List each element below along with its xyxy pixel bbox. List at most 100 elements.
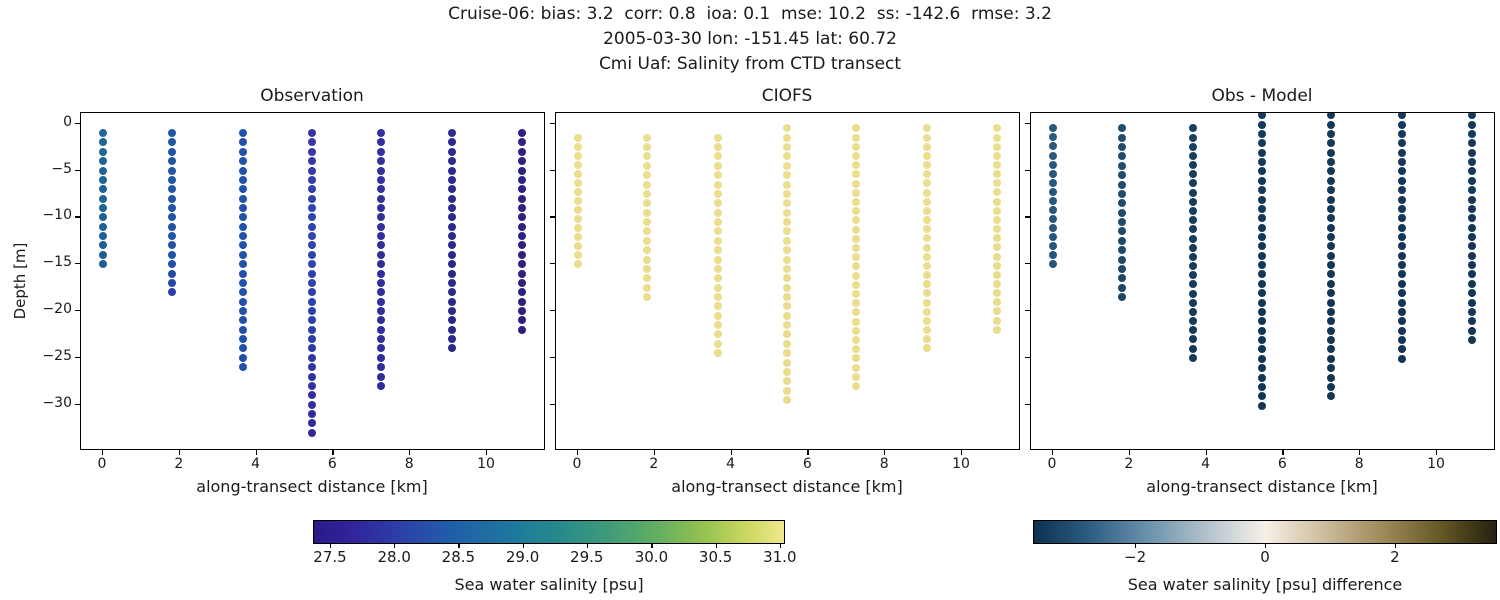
data-point [517, 213, 526, 222]
data-point [377, 288, 386, 297]
data-point [852, 335, 861, 344]
data-point [852, 363, 861, 372]
data-point [643, 227, 652, 236]
data-point [1327, 298, 1336, 307]
plot-area-observation [80, 112, 545, 450]
data-point [377, 381, 386, 390]
data-point [99, 213, 107, 222]
y-tick-label: −10 [42, 207, 72, 224]
data-point [1258, 113, 1267, 120]
data-point [574, 169, 582, 178]
data-point [99, 138, 107, 147]
data-point [517, 232, 526, 241]
colorbar-tick-mark [586, 544, 588, 548]
data-point [992, 133, 1001, 142]
data-point [852, 299, 861, 308]
data-point [1327, 392, 1336, 401]
data-point [448, 288, 457, 297]
colorbar-tick-label: 28.0 [377, 548, 411, 566]
x-tick-mark [102, 450, 104, 455]
data-point [992, 206, 1001, 215]
data-point [1049, 169, 1057, 178]
x-tick-label: 6 [1277, 456, 1287, 472]
y-tick-mark [550, 310, 555, 312]
data-point [1327, 195, 1336, 204]
data-point [448, 129, 457, 138]
colorbar-tick-label: 31.0 [763, 548, 797, 566]
x-tick-label: 8 [1354, 456, 1364, 472]
x-tick-mark [1359, 450, 1361, 455]
data-point [1258, 317, 1267, 326]
data-point [1049, 196, 1057, 205]
data-point [923, 326, 932, 335]
data-point [1189, 234, 1198, 243]
data-point [643, 199, 652, 208]
data-point [1398, 242, 1407, 251]
data-point [1189, 188, 1198, 197]
data-point [1467, 298, 1476, 307]
data-point [643, 274, 652, 283]
data-point [714, 161, 723, 170]
data-point [239, 175, 248, 184]
data-point [852, 271, 861, 280]
data-point [714, 274, 723, 283]
data-point [783, 180, 792, 189]
data-point [923, 161, 932, 170]
data-point [783, 377, 792, 386]
data-point [239, 232, 248, 241]
data-point [377, 213, 386, 222]
data-point [1189, 353, 1198, 362]
data-point [1189, 225, 1198, 234]
data-point [852, 151, 861, 160]
data-point [239, 250, 248, 259]
data-point [783, 124, 792, 133]
data-point [1118, 199, 1127, 208]
data-point [1118, 274, 1127, 283]
data-point [239, 307, 248, 316]
data-point [852, 280, 861, 289]
data-point [239, 260, 248, 269]
data-point [1327, 120, 1336, 129]
y-tick-mark [1025, 263, 1030, 265]
data-point [1398, 251, 1407, 260]
data-point [517, 147, 526, 156]
data-point [377, 325, 386, 334]
data-point [1327, 242, 1336, 251]
x-tick-label: 0 [572, 456, 582, 472]
data-point [1049, 260, 1057, 269]
data-point [99, 260, 107, 269]
y-tick-label: −5 [51, 160, 72, 177]
data-point [643, 152, 652, 161]
data-point [714, 180, 723, 189]
data-point [1327, 307, 1336, 316]
data-point [714, 311, 723, 320]
data-point [448, 213, 457, 222]
data-point [1398, 223, 1407, 232]
data-point [852, 262, 861, 271]
data-point [992, 151, 1001, 160]
data-point [308, 157, 317, 166]
data-point [992, 307, 1001, 316]
data-point [308, 166, 317, 175]
y-tick-mark [550, 403, 555, 405]
data-point [783, 227, 792, 236]
data-point [714, 246, 723, 255]
data-point [923, 206, 932, 215]
data-point [1189, 216, 1198, 225]
data-point [448, 344, 457, 353]
data-point [992, 225, 1001, 234]
data-point [643, 246, 652, 255]
data-point [308, 241, 317, 250]
data-point [448, 278, 457, 287]
data-point [1049, 187, 1057, 196]
data-point [517, 222, 526, 231]
y-tick-mark [550, 356, 555, 359]
data-point [643, 133, 652, 142]
data-point [168, 222, 177, 231]
data-point [308, 353, 317, 362]
data-point [517, 241, 526, 250]
data-point [992, 279, 1001, 288]
data-point [574, 133, 582, 142]
x-tick-label: 4 [726, 456, 736, 472]
data-point [308, 307, 317, 316]
